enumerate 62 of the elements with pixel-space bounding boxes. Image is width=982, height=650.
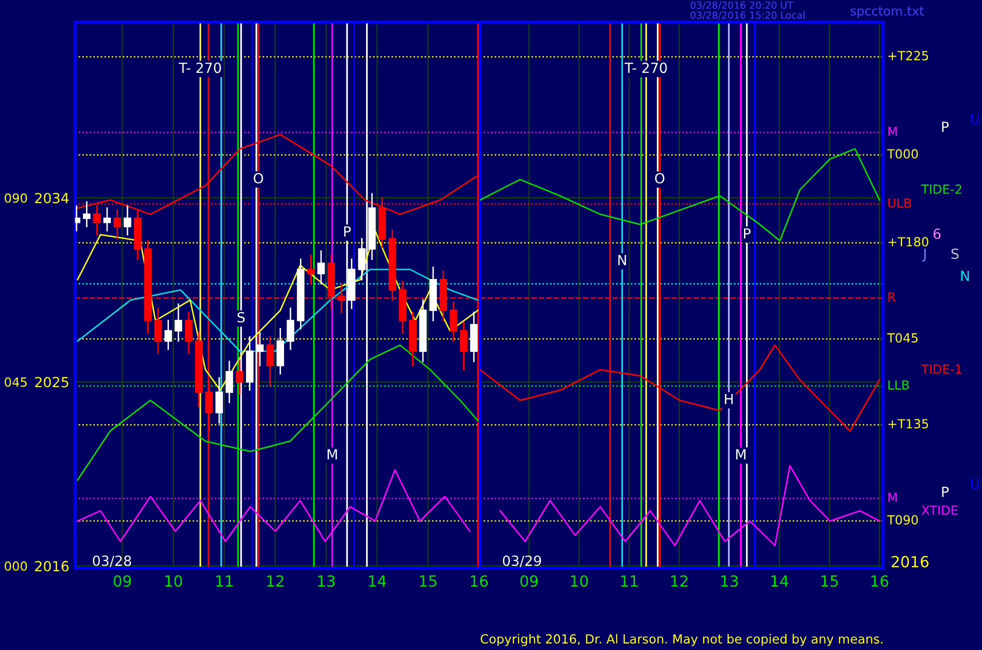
x-tick-label: 16 [871, 575, 888, 587]
ref-line-label: T045 [887, 333, 918, 343]
ref-line-label: +T135 [888, 419, 928, 428]
text: 2016 [892, 556, 928, 568]
x-tick-label: 13 [318, 575, 335, 587]
text: spcctom.txt [850, 6, 924, 18]
text: P [942, 486, 949, 497]
x-tick-label: 14 [771, 575, 788, 587]
text: P [942, 122, 949, 132]
x-tick-label: 09 [114, 575, 132, 587]
x-tick-label: 11 [621, 575, 638, 587]
ref-line-label: T090 [887, 515, 918, 525]
ref-line-label: R [888, 292, 896, 302]
ref-line-label: +T225 [888, 50, 928, 60]
x-tick-label: 10 [165, 575, 182, 587]
x-tick-label: 15 [821, 575, 838, 587]
x-tick-label: 10 [571, 575, 588, 587]
text: TIDE-2 [921, 184, 962, 194]
x-tick-label: 11 [216, 575, 233, 587]
ref-line-label: +T180 [888, 237, 928, 246]
text: U [971, 478, 979, 490]
annotation: O [254, 172, 264, 184]
annotation: S [238, 312, 245, 323]
annotation: T- 270 [624, 62, 667, 74]
text: 6 [934, 228, 941, 240]
y-tick-label: 2034 [35, 192, 69, 204]
x-tick-label: 16 [470, 575, 488, 587]
x-tick-label: 13 [721, 575, 738, 587]
annotation: M [736, 449, 746, 460]
y-tick-label: 2025 [35, 376, 68, 388]
annotation: N [618, 254, 626, 266]
text: S [952, 248, 959, 260]
text: N [961, 270, 969, 281]
annotation: T- 270 [178, 62, 221, 74]
x-tick-label: 12 [671, 575, 688, 587]
text: U [971, 114, 979, 124]
ref-line-label: T000 [887, 149, 918, 159]
annotation: 03/28 [92, 556, 132, 568]
ref-line-label: ULB [888, 198, 911, 208]
text: 03/28/2016 20:20 UT [690, 1, 794, 10]
y-tick-label: 2016 [35, 560, 69, 572]
text: J [922, 248, 926, 262]
text: Copyright 2016, Dr. Al Larson. May not be copied by any means. [480, 634, 882, 646]
annotation: P [744, 228, 751, 239]
text: XTIDE [922, 506, 958, 515]
text: 03/28/2016 15:20 Local [690, 11, 805, 20]
y2-tick-label: 090 [4, 193, 27, 203]
y2-tick-label: 000 [4, 561, 27, 571]
y2-tick-label: 045 [4, 377, 27, 387]
annotation: P [344, 226, 351, 236]
annotation: M [328, 449, 337, 460]
x-tick-label: 15 [420, 575, 436, 587]
annotation: O [655, 172, 664, 184]
ref-line-label: M [888, 492, 897, 502]
ref-line-label: LLB [888, 380, 909, 390]
text: TIDE-1 [921, 364, 962, 374]
x-tick-label: 12 [267, 575, 284, 587]
x-tick-label: 09 [520, 575, 538, 587]
x-tick-label: 14 [369, 575, 386, 587]
ref-line-label: M [888, 126, 897, 136]
annotation: H [724, 394, 733, 404]
annotation: 03/29 [502, 556, 542, 568]
